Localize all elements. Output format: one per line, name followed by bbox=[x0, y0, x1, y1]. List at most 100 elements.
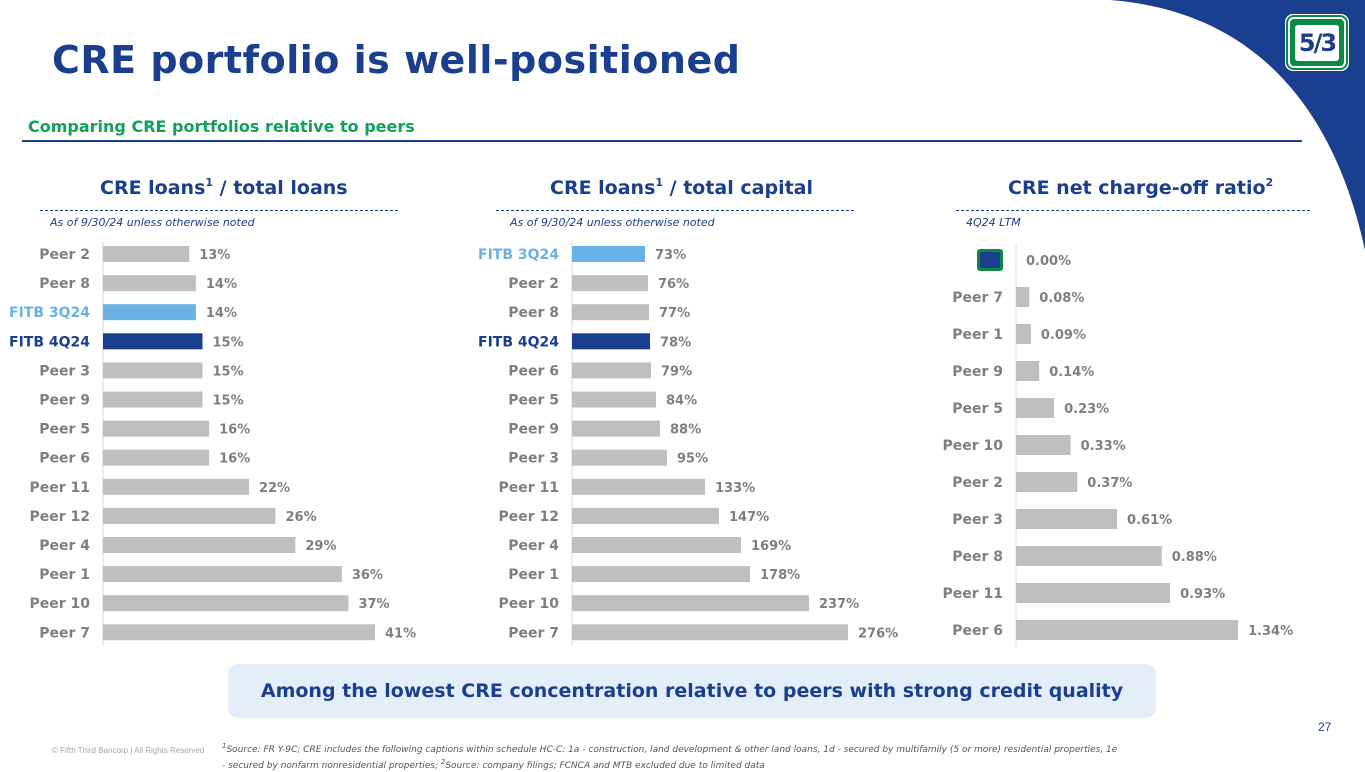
value-label: 84% bbox=[666, 394, 697, 409]
category-label: Peer 11 bbox=[942, 586, 1003, 602]
value-label: 0.09% bbox=[1041, 328, 1086, 343]
value-label: 78% bbox=[660, 335, 691, 350]
value-label: 0.37% bbox=[1087, 476, 1132, 491]
fifth-third-logo-icon: 5/3 bbox=[1285, 14, 1349, 71]
value-label: 14% bbox=[206, 306, 237, 321]
category-label: Peer 12 bbox=[498, 509, 559, 525]
section-subtitle: Comparing CRE portfolios relative to pee… bbox=[28, 117, 415, 136]
bar-peer-10 bbox=[103, 595, 349, 612]
bar-peer-8 bbox=[1016, 546, 1162, 566]
bar-peer-5 bbox=[1016, 398, 1055, 418]
category-label: Peer 1 bbox=[508, 567, 559, 583]
bar-fitb-4q24 bbox=[572, 333, 650, 350]
chart-3: 0.00% Peer 7 0.08% Peer 1 0.09% Peer 9 0.14% Pe… bbox=[942, 244, 1293, 648]
bar-peer-11 bbox=[572, 478, 705, 495]
value-label: 79% bbox=[661, 364, 692, 379]
bar-peer-8 bbox=[572, 304, 649, 321]
value-label: 88% bbox=[670, 423, 701, 438]
value-label: 22% bbox=[259, 481, 290, 496]
category-label: Peer 6 bbox=[952, 623, 1003, 639]
value-label: 77% bbox=[659, 306, 690, 321]
panel-title-capital: CRE loans1 / total capital bbox=[550, 176, 813, 199]
bar-peer-3 bbox=[1016, 509, 1118, 529]
value-label: 0.23% bbox=[1064, 402, 1109, 417]
bar-peer-2 bbox=[1016, 472, 1078, 492]
category-label: Peer 1 bbox=[39, 567, 90, 583]
panel-note-loans: As of 9/30/24 unless otherwise noted bbox=[50, 216, 255, 229]
category-label: Peer 7 bbox=[508, 625, 559, 641]
category-label: Peer 3 bbox=[952, 512, 1003, 528]
footnote: 1Source: FR Y-9C; CRE includes the follo… bbox=[222, 742, 1118, 771]
value-label: 0.93% bbox=[1180, 587, 1225, 602]
category-label: Peer 5 bbox=[952, 401, 1003, 417]
category-label: Peer 8 bbox=[508, 305, 559, 321]
bar-fitb-3q24 bbox=[103, 304, 196, 321]
value-label: 36% bbox=[352, 568, 383, 583]
value-label: 14% bbox=[206, 277, 237, 292]
bar-fitb-3q24 bbox=[572, 246, 645, 262]
value-label: 1.34% bbox=[1248, 624, 1293, 639]
category-label: Peer 9 bbox=[952, 364, 1003, 380]
chart-1: Peer 2 13% Peer 8 14% FITB 3Q24 14% FITB 4Q24 1… bbox=[9, 242, 416, 646]
value-label: 0.61% bbox=[1127, 513, 1172, 528]
value-label: 95% bbox=[677, 452, 708, 467]
fifth-third-logo-icon bbox=[977, 249, 1003, 271]
page-number: 27 bbox=[1318, 720, 1332, 734]
category-label: Peer 7 bbox=[39, 625, 90, 641]
panel-divider-capital bbox=[496, 210, 854, 211]
category-label: Peer 11 bbox=[29, 480, 90, 496]
bar-fitb-4q24 bbox=[103, 333, 203, 350]
bar-peer-2 bbox=[103, 246, 190, 262]
bar-peer-12 bbox=[572, 507, 719, 524]
value-label: 73% bbox=[655, 248, 686, 263]
key-takeaway-banner: Among the lowest CRE concentration relat… bbox=[228, 664, 1156, 718]
value-label: 0.88% bbox=[1172, 550, 1217, 565]
category-label: Peer 6 bbox=[39, 451, 90, 467]
bar-peer-7 bbox=[103, 624, 375, 641]
bar-peer-12 bbox=[103, 507, 276, 524]
category-label: FITB 3Q24 bbox=[478, 247, 559, 263]
value-label: 76% bbox=[658, 277, 689, 292]
category-label: Peer 12 bbox=[29, 509, 90, 525]
value-label: 41% bbox=[385, 626, 416, 641]
bar-peer-10 bbox=[1016, 435, 1071, 455]
category-label: Peer 5 bbox=[508, 393, 559, 409]
category-label: Peer 9 bbox=[508, 422, 559, 438]
value-label: 13% bbox=[199, 248, 230, 263]
logo-center bbox=[980, 252, 1000, 268]
value-label: 0.14% bbox=[1049, 365, 1094, 380]
bar-peer-2 bbox=[572, 275, 648, 292]
value-label: 37% bbox=[358, 597, 389, 612]
chart-2: FITB 3Q24 73% Peer 2 76% Peer 8 77% FITB 4Q24 7… bbox=[478, 242, 898, 646]
bar-peer-9 bbox=[572, 420, 660, 437]
bar-peer-1 bbox=[572, 566, 750, 583]
panel-divider-loans bbox=[40, 210, 398, 211]
value-label: 26% bbox=[285, 510, 316, 525]
panel-title-loans: CRE loans1 / total loans bbox=[100, 176, 348, 199]
value-label: 0.00% bbox=[1026, 254, 1071, 269]
value-label: 133% bbox=[715, 481, 755, 496]
bar-peer-6 bbox=[572, 362, 651, 379]
bar-peer-8 bbox=[103, 275, 196, 292]
value-label: 169% bbox=[751, 539, 791, 554]
category-label: Peer 10 bbox=[498, 596, 559, 612]
bar-peer-11 bbox=[1016, 583, 1171, 603]
panel-note-capital: As of 9/30/24 unless otherwise noted bbox=[510, 216, 715, 229]
bar-peer-7 bbox=[1016, 287, 1030, 307]
value-label: 29% bbox=[305, 539, 336, 554]
banner-text: Among the lowest CRE concentration relat… bbox=[260, 680, 1124, 702]
category-label: FITB 4Q24 bbox=[478, 334, 559, 350]
bar-peer-6 bbox=[103, 449, 210, 466]
value-label: 147% bbox=[729, 510, 769, 525]
bar-peer-10 bbox=[572, 595, 809, 612]
value-label: 0.08% bbox=[1039, 291, 1084, 306]
bar-peer-5 bbox=[103, 420, 210, 437]
value-label: 15% bbox=[213, 394, 244, 409]
value-label: 15% bbox=[213, 364, 244, 379]
bar-peer-1 bbox=[103, 566, 342, 583]
category-label: Peer 2 bbox=[508, 276, 559, 292]
category-label: Peer 6 bbox=[508, 363, 559, 379]
bar-peer-3 bbox=[103, 362, 203, 379]
value-label: 237% bbox=[819, 597, 859, 612]
